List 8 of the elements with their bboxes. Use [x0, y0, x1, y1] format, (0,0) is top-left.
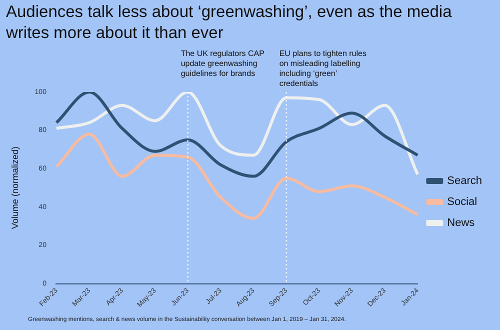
line-series — [54, 132, 420, 220]
legend-label: News — [447, 217, 476, 230]
legend-label: Social — [447, 196, 478, 208]
chart-title: Audiences talk less about ‘greenwashing’, even as the media writes more about it than ever — [6, 2, 453, 44]
ref-line-label: EU plans to tighten rules on misleading labelling including ‘green’ credentials — [279, 49, 366, 88]
ref-line-label: The UK regulators CAP update greenwashing guidelines for brands — [180, 49, 264, 78]
legend-label: Search — [447, 175, 482, 188]
y-axis-title: Volume (normalized) — [10, 146, 20, 230]
